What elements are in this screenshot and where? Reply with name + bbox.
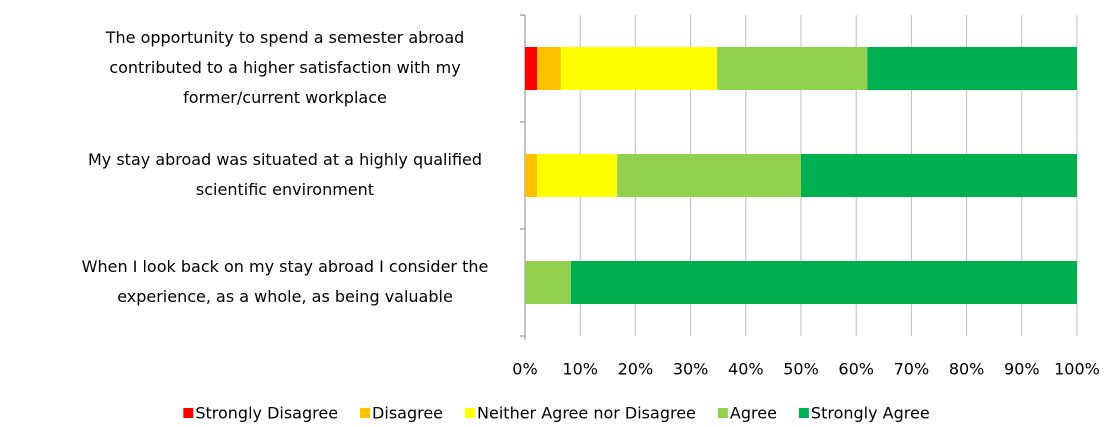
x-tick-label: 70% — [894, 360, 930, 379]
bar-segment — [525, 154, 538, 197]
bar-segment — [570, 261, 1077, 304]
bar-segment — [801, 154, 1077, 197]
bar-segment — [537, 154, 618, 197]
x-tick-label: 0% — [512, 360, 537, 379]
legend-swatch — [465, 408, 476, 418]
y-tick-label: When I look back on my stay abroad I con… — [82, 257, 489, 276]
y-tick-label: former/current workplace — [183, 88, 387, 107]
y-tick-label: experience, as a whole, as being valuabl… — [117, 287, 453, 306]
x-tick-label: 30% — [673, 360, 709, 379]
y-tick-label: My stay abroad was situated at a highly … — [88, 150, 482, 169]
x-tick-label: 50% — [783, 360, 819, 379]
bar-segment — [617, 154, 801, 197]
bar-segment — [867, 47, 1077, 90]
x-tick-label: 10% — [562, 360, 598, 379]
bar-segment — [537, 47, 561, 90]
legend-label: Strongly Agree — [811, 404, 930, 423]
x-tick-label: 60% — [838, 360, 874, 379]
bar-segment — [560, 47, 718, 90]
x-tick-label: 20% — [618, 360, 654, 379]
y-tick-label: The opportunity to spend a semester abro… — [105, 28, 465, 47]
bar-segment — [525, 47, 538, 90]
bar-segment — [717, 47, 868, 90]
x-tick-label: 100% — [1054, 360, 1100, 379]
legend-swatch — [798, 408, 809, 418]
x-tick-label: 80% — [949, 360, 985, 379]
y-tick-label: contributed to a higher satisfaction wit… — [109, 58, 460, 77]
legend-label: Strongly Disagree — [195, 404, 338, 423]
x-tick-label: 90% — [1004, 360, 1040, 379]
legend-label: Neither Agree nor Disagree — [477, 404, 696, 423]
legend-swatch — [717, 408, 728, 418]
legend-swatch — [360, 408, 371, 418]
legend-swatch — [183, 408, 194, 418]
y-tick-label: scientific environment — [196, 180, 374, 199]
legend-label: Disagree — [372, 404, 443, 423]
x-tick-label: 40% — [728, 360, 764, 379]
bar-segment — [525, 261, 571, 304]
legend-label: Agree — [730, 404, 777, 423]
